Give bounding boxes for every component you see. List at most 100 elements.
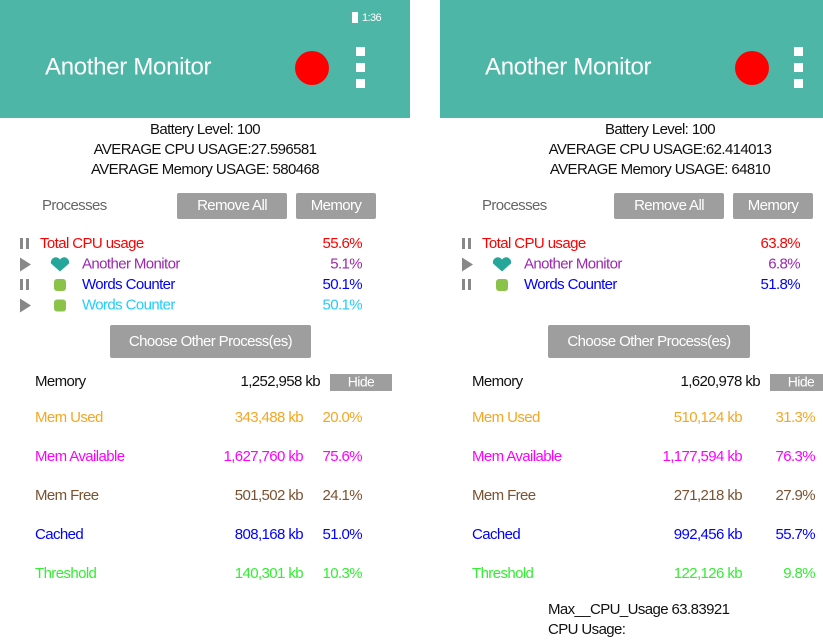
info-line: Battery Level: 100 <box>605 121 715 138</box>
process-name: Total CPU usage <box>40 235 144 252</box>
process-name: Another Monitor <box>82 255 180 272</box>
pause-icon <box>468 279 471 290</box>
remove-all-button-label: Remove All <box>634 197 704 214</box>
processes-label: Processes <box>42 197 107 214</box>
battery-icon <box>352 12 358 23</box>
choose-button[interactable] <box>548 325 750 358</box>
hide-button[interactable] <box>330 374 392 391</box>
memory-button-label: Memory <box>311 197 363 214</box>
remove-all-button[interactable] <box>177 193 287 219</box>
mem-row-pct: 9.8% <box>783 565 815 582</box>
app-title: Another Monitor <box>45 53 212 80</box>
pause-icon <box>468 238 471 249</box>
process-value: 50.1% <box>322 296 362 313</box>
mem-row-pct: 31.3% <box>775 409 815 426</box>
menu-dot[interactable] <box>794 79 803 88</box>
process-name: Words Counter <box>524 276 617 293</box>
app-bar <box>0 0 410 118</box>
menu-dot[interactable] <box>356 63 365 72</box>
app-icon <box>54 279 66 291</box>
processes-label: Processes <box>482 197 547 214</box>
pause-icon <box>462 279 465 290</box>
choose-button-label: Choose Other Process(es) <box>567 333 731 350</box>
pause-icon <box>26 238 29 249</box>
process-name: Words Counter <box>82 296 175 313</box>
memory-label: Memory <box>472 373 524 390</box>
process-value: 6.8% <box>768 255 800 272</box>
process-name: Total CPU usage <box>482 235 586 252</box>
choose-button[interactable] <box>110 325 311 358</box>
mem-row-name: Cached <box>35 526 83 543</box>
memory-button[interactable] <box>733 193 813 219</box>
memory-button-label: Memory <box>748 197 800 214</box>
pause-icon <box>26 279 29 290</box>
mem-row-pct: 55.7% <box>775 526 815 543</box>
menu-dot[interactable] <box>794 47 803 56</box>
process-value: 63.8% <box>760 235 800 252</box>
mem-row-pct: 24.1% <box>322 487 362 504</box>
choose-button-label: Choose Other Process(es) <box>129 333 293 350</box>
info-line: AVERAGE CPU USAGE:62.414013 <box>549 141 772 158</box>
play-icon <box>20 257 31 272</box>
process-value: 51.8% <box>760 276 800 293</box>
app-title: Another Monitor <box>485 53 652 80</box>
play-icon <box>20 298 31 313</box>
info-line: Battery Level: 100 <box>150 121 260 138</box>
mem-row-name: Threshold <box>472 565 534 582</box>
process-value: 5.1% <box>330 255 362 272</box>
record-button[interactable] <box>295 51 329 85</box>
mem-row-kb: 1,177,594 kb <box>662 448 742 465</box>
process-value: 50.1% <box>322 276 362 293</box>
process-name: Words Counter <box>82 276 175 293</box>
mem-row-name: Mem Free <box>472 487 536 504</box>
process-value: 55.6% <box>322 235 362 252</box>
status-time: 1:36 <box>362 12 381 24</box>
mem-row-pct: 76.3% <box>775 448 815 465</box>
mem-row-kb: 992,456 kb <box>674 526 742 543</box>
app-icon <box>54 299 66 312</box>
mem-row-pct: 75.6% <box>322 448 362 465</box>
mem-row-name: Cached <box>472 526 520 543</box>
mem-row-pct: 27.9% <box>775 487 815 504</box>
menu-dot[interactable] <box>794 63 803 72</box>
mem-row-name: Mem Used <box>472 409 540 426</box>
info-line: AVERAGE CPU USAGE:27.596581 <box>94 141 317 158</box>
mem-row-kb: 1,627,760 kb <box>223 448 303 465</box>
hide-button[interactable] <box>770 374 823 391</box>
footer-line: Max__CPU_Usage 63.83921 <box>548 601 730 618</box>
remove-all-button[interactable] <box>614 193 724 219</box>
mem-row-kb: 510,124 kb <box>674 409 742 426</box>
pause-icon <box>20 279 23 290</box>
mem-row-kb: 271,218 kb <box>674 487 742 504</box>
mem-row-kb: 343,488 kb <box>235 409 303 426</box>
remove-all-button-label: Remove All <box>197 197 267 214</box>
mem-row-name: Mem Used <box>35 409 103 426</box>
mem-row-name: Mem Available <box>472 448 562 465</box>
play-icon <box>462 257 473 272</box>
mem-row-pct: 20.0% <box>322 409 362 426</box>
mem-row-pct: 51.0% <box>322 526 362 543</box>
memory-label: Memory <box>35 373 87 390</box>
mem-row-kb: 122,126 kb <box>674 565 742 582</box>
info-line: AVERAGE Memory USAGE: 64810 <box>550 161 771 178</box>
mem-row-kb: 501,502 kb <box>235 487 303 504</box>
mem-row-kb: 808,168 kb <box>235 526 303 543</box>
heart-icon <box>50 257 70 272</box>
pause-icon <box>20 238 23 249</box>
mem-row-name: Mem Available <box>35 448 125 465</box>
heart-icon <box>492 257 512 272</box>
menu-dot[interactable] <box>356 79 365 88</box>
info-line: AVERAGE Memory USAGE: 580468 <box>91 161 319 178</box>
app-icon <box>496 279 508 291</box>
mem-row-name: Mem Free <box>35 487 99 504</box>
footer-line: CPU Usage: <box>548 621 625 638</box>
mem-row-pct: 10.3% <box>322 565 362 582</box>
memory-total: 1,620,978 kb <box>680 373 760 390</box>
record-button[interactable] <box>735 51 769 85</box>
hide-button-label: Hide <box>348 374 375 390</box>
memory-button[interactable] <box>296 193 376 219</box>
hide-button-label: Hide <box>788 374 815 390</box>
menu-dot[interactable] <box>356 47 365 56</box>
mem-row-name: Threshold <box>35 565 97 582</box>
